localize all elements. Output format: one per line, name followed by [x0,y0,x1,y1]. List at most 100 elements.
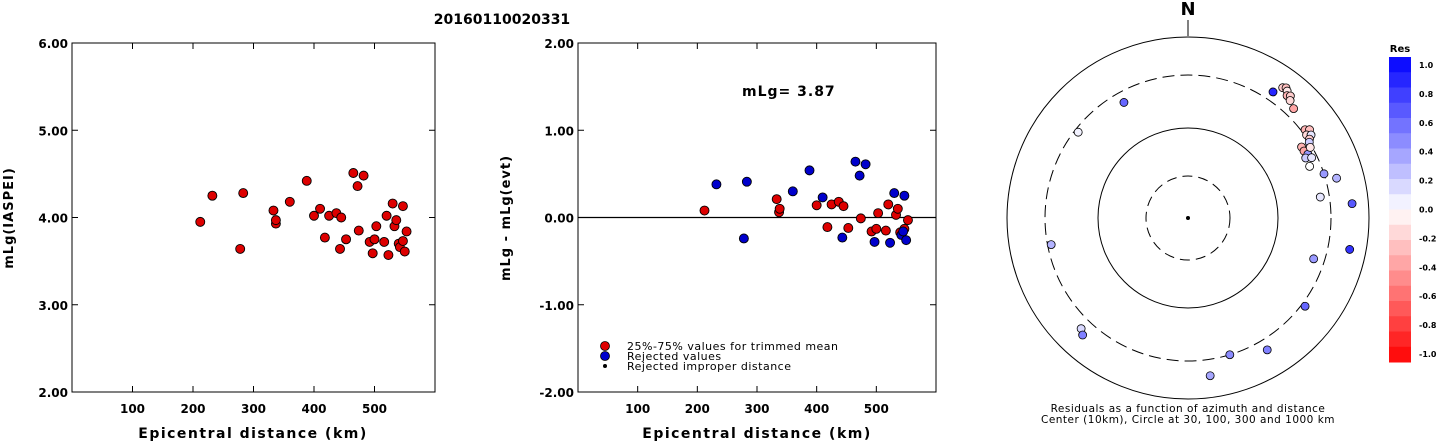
data-point [873,208,884,219]
station-residual [1289,104,1299,114]
data-point [284,196,295,207]
residual-vs-distance-chart: 100 200 300 400 500 -2.00 -1.00 0.00 1.00 2.00 mL… [499,37,937,441]
x-tick-label: 300 [241,402,266,416]
x-axis-label: Epicentral distance (km) [642,426,871,441]
y-tick-label: 0.00 [544,212,574,226]
station-residual [1205,371,1215,381]
x-tick-label: 100 [625,402,650,416]
data-point [774,203,785,214]
data-point [738,233,749,244]
residual-colorbar: Res 1.0 0.8 0.6 0.4 0.2 0.0 -0.2 -0.4 -0.6 -0.8 -1… [1389,44,1437,363]
x-tick-label: 500 [362,402,387,416]
data-point [387,198,398,209]
data-point [855,213,866,224]
colorbar-tick-label: -0.2 [1419,234,1437,243]
data-point [341,234,352,245]
colorbar-tick-label: 0.2 [1419,177,1433,186]
data-point [371,221,382,232]
colorbar-cell [1389,194,1411,210]
data-point [235,243,246,254]
north-label: N [1180,0,1195,20]
colorbar-cell [1389,255,1411,271]
legend-label-trimmed: 25%-75% values for trimmed mean [627,340,839,353]
data-point [843,223,854,233]
colorbar-tick-label: -0.6 [1419,292,1437,301]
data-point [397,201,408,212]
y-tick-label: 6.00 [38,37,68,51]
data-point [817,192,828,203]
legend-marker-rejected [600,351,610,361]
colorbar-cell [1389,316,1411,332]
data-point [401,226,412,237]
data-point [268,205,279,216]
colorbar-cell [1389,209,1411,226]
station-residual [1309,254,1319,264]
colorbar-cell [1389,102,1411,119]
colorbar-cell [1389,148,1411,165]
data-point [883,199,894,210]
y-tick-label: 3.00 [38,299,68,313]
data-point [397,236,408,247]
y-tick-label: 1.00 [544,124,574,138]
station-residual [1315,192,1325,202]
colorbar-cell [1389,163,1411,180]
colorbar-tick-label: 1.0 [1419,61,1434,70]
x-tick-label: 500 [864,402,889,416]
legend: 25%-75% values for trimmed mean Rejected… [600,340,839,373]
station-residual [1268,87,1278,97]
data-point [315,203,325,214]
station-residual [1307,153,1317,163]
station-residual [1262,345,1272,355]
magnitude-vs-distance-chart: 100 200 300 400 500 2.00 3.00 4.00 5.00 6.00 Epic… [2,37,436,441]
data-point [699,205,710,216]
station-residual [1332,173,1342,183]
data-point [869,236,880,247]
colorbar-cell [1389,331,1411,348]
station-residual [1305,161,1315,171]
data-point [811,200,822,211]
legend-marker-improper [603,364,607,368]
data-point [903,215,913,226]
colorbar-cell [1389,240,1411,256]
mlg-annotation: mLg= 3.87 [742,84,836,100]
colorbar-cell [1389,301,1411,317]
data-point [854,170,865,181]
y-tick-label: -2.00 [539,386,574,400]
data-point [391,215,402,226]
colorbar-cell [1389,179,1411,195]
data-point [822,222,833,233]
station-residual [1078,330,1088,340]
data-point [898,226,909,237]
ring-300km [1044,74,1332,362]
station-residual [1300,301,1310,311]
data-point [837,232,848,243]
polar-caption-line2: Center (10km), Circle at 30, 100, 300 an… [1041,414,1335,426]
data-point [379,236,390,247]
colorbar-tick-label: -0.4 [1419,263,1437,272]
data-point [741,176,752,187]
colorbar-cell [1389,285,1411,302]
data-point [301,175,312,186]
station-residual [1319,169,1329,179]
data-point [871,223,882,234]
y-axis-label: mLg - mLg(evt) [499,155,514,281]
data-point [352,181,363,192]
colorbar-cell [1389,224,1411,241]
x-tick-label: 100 [120,402,145,416]
data-point [901,235,912,246]
colorbar-tick-label: -1.0 [1419,350,1437,359]
station-residual [1347,199,1357,209]
event-title: 20160110020331 [434,12,570,28]
data-point [358,170,369,181]
data-point [381,210,392,221]
ring-30km [1145,175,1231,261]
data-point [838,201,849,212]
station-residual [1305,143,1315,152]
data-point [353,225,364,236]
data-point [771,194,782,205]
station-residual [1285,96,1295,105]
ring-1000km [1006,36,1370,400]
x-tick-label: 200 [180,402,205,416]
y-tick-label: 2.00 [544,37,574,51]
data-point [889,188,900,199]
